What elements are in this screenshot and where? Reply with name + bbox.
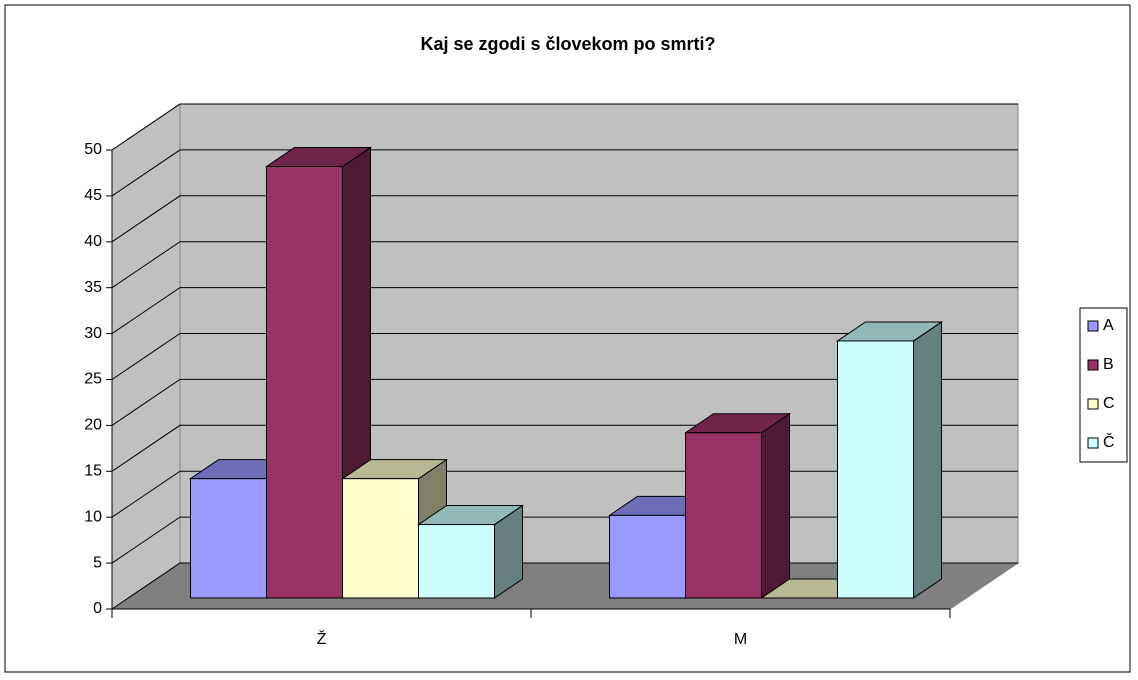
y-tick-label: 15 xyxy=(84,463,102,480)
grid-line xyxy=(111,287,1018,335)
bar xyxy=(837,340,914,599)
legend-swatch xyxy=(1087,437,1099,449)
y-tick-label: 25 xyxy=(84,371,102,388)
bar xyxy=(190,478,267,599)
y-tick-label: 20 xyxy=(84,417,102,434)
bar-side xyxy=(761,412,790,599)
bar xyxy=(418,524,495,599)
chart-title: Kaj se zgodi s človekom po smrti? xyxy=(420,34,715,54)
x-tick-label: M xyxy=(734,631,747,648)
legend-label: C xyxy=(1103,395,1115,412)
y-tick-label: 40 xyxy=(84,233,102,250)
bar xyxy=(266,166,343,599)
grid-line xyxy=(111,333,1018,380)
y-tick-label: 5 xyxy=(93,554,102,571)
bar xyxy=(685,432,762,599)
y-tick-label: 0 xyxy=(93,600,102,617)
grid-line xyxy=(111,378,1018,426)
y-tick-label: 10 xyxy=(84,508,102,525)
legend-swatch xyxy=(1087,320,1099,332)
x-tick-label: Ž xyxy=(317,629,327,648)
y-tick-label: 45 xyxy=(84,187,102,204)
bar xyxy=(342,478,419,599)
legend-label: A xyxy=(1103,317,1114,334)
y-tick-label: 30 xyxy=(84,325,102,342)
grid-line xyxy=(111,103,1018,151)
legend-label: B xyxy=(1103,356,1114,373)
bar xyxy=(609,514,686,599)
bar-side xyxy=(913,321,942,599)
grid-line xyxy=(111,241,1018,289)
y-tick-label: 50 xyxy=(84,141,102,158)
legend-box xyxy=(1079,307,1128,463)
legend-swatch xyxy=(1087,359,1099,371)
grid-line xyxy=(111,195,1018,243)
legend-label: Č xyxy=(1103,432,1115,451)
y-tick-label: 35 xyxy=(84,279,102,296)
legend-swatch xyxy=(1087,398,1099,410)
grid-line xyxy=(111,149,1018,197)
